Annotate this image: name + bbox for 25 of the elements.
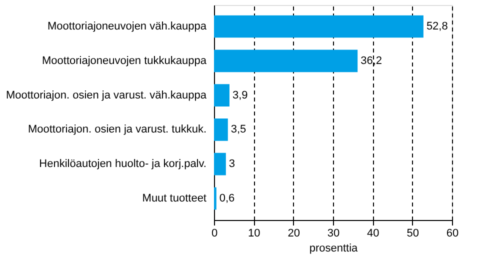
data-label: 0,6 [219, 192, 235, 204]
y-tick-label: Moottoriajoneuvojen väh.kauppa [47, 20, 208, 32]
bar [214, 152, 226, 176]
x-tick-label: 20 [288, 228, 300, 240]
x-tick-label: 0 [211, 228, 218, 240]
x-axis-title: prosenttia [309, 242, 359, 254]
y-tick-label: Moottoriajon. osien ja varust. tukkuk. [28, 124, 206, 136]
y-tick-label: Moottoriajoneuvojen tukkukauppa [42, 54, 208, 67]
x-tick-label: 40 [367, 228, 380, 240]
x-tick-label: 50 [406, 228, 419, 240]
x-tick-label: 10 [248, 228, 260, 240]
bar [214, 118, 228, 141]
data-label: 3 [228, 158, 236, 170]
data-label: 52,8 [426, 20, 448, 32]
y-tick-label: Moottoriajon. osien ja varust. väh.kauppa [6, 89, 208, 102]
bar [214, 84, 230, 106]
y-tick-label: Henkilöautojen huolto- ja korj.palv. [39, 158, 206, 170]
x-tick-label: 60 [446, 228, 459, 240]
data-label: 3,5 [230, 124, 246, 136]
data-label: 36,2 [360, 54, 382, 67]
data-label: 3,9 [232, 89, 248, 102]
x-tick-label: 30 [327, 228, 340, 240]
bar [214, 15, 424, 38]
bar [214, 50, 358, 72]
y-tick-label: Muut tuotteet [142, 192, 206, 204]
